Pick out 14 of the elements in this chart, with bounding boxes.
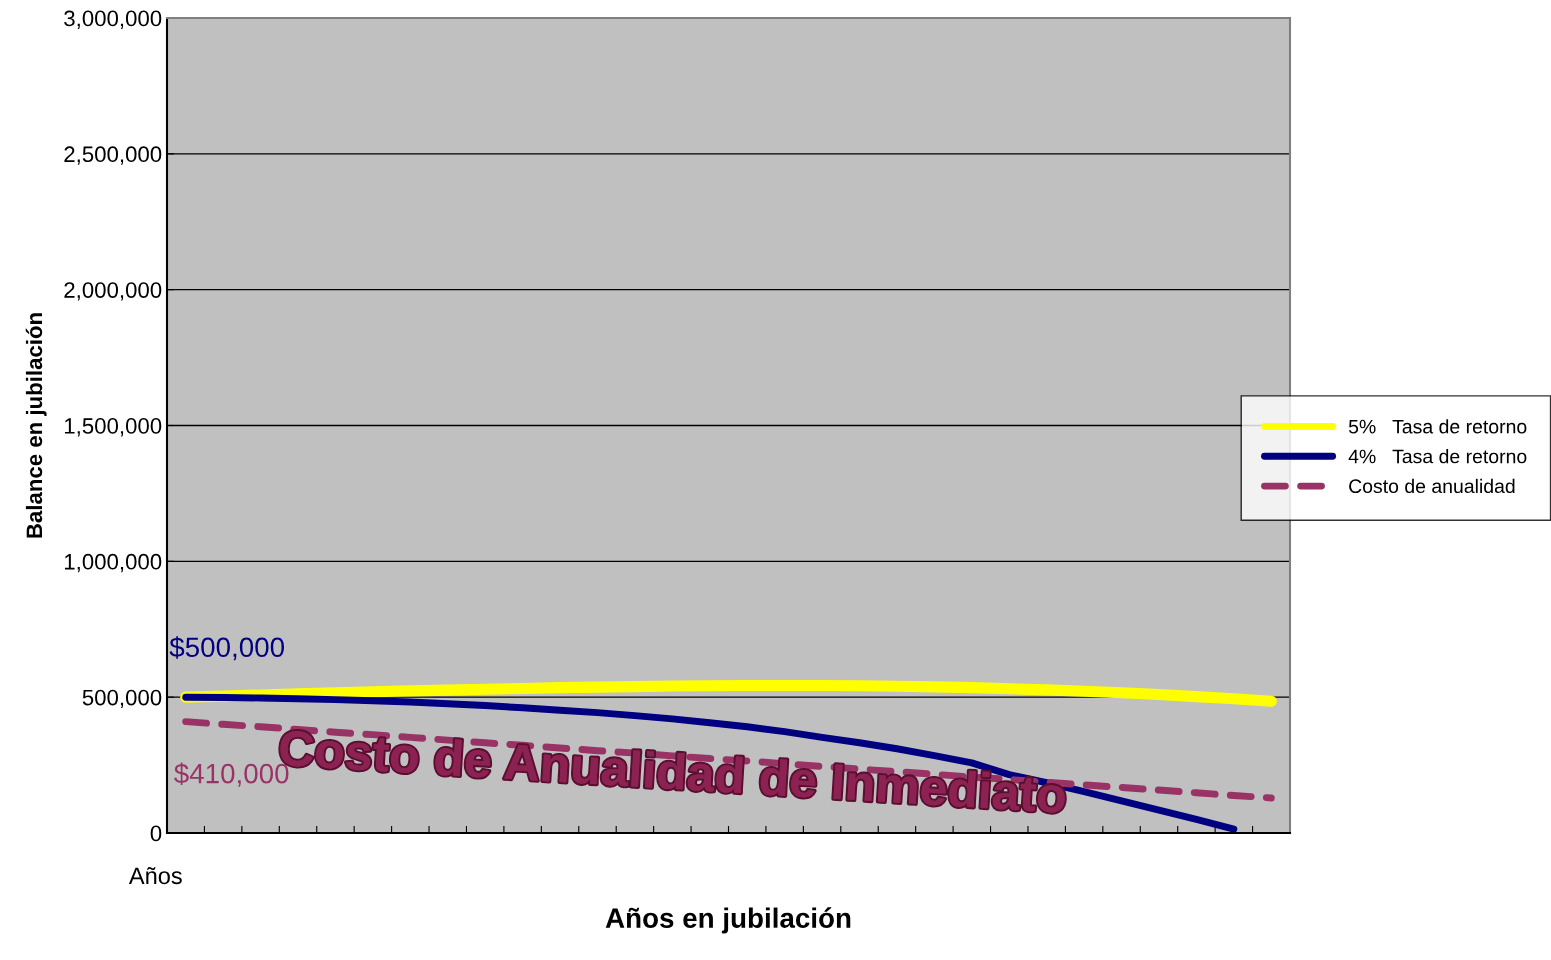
y-tick-label: 1,500,000 xyxy=(64,418,162,437)
annotation: $500,000 xyxy=(169,636,285,661)
y-tick-label: 2,000,000 xyxy=(64,282,162,301)
x-axis-title: Años en jubilación xyxy=(605,907,851,934)
legend-label: Costo de anualidad xyxy=(1349,478,1515,494)
y-tick-label: 500,000 xyxy=(82,689,162,709)
y-tick-label: 3,000,000 xyxy=(64,10,162,29)
y-tick-label: 2,500,000 xyxy=(64,146,162,165)
y-tick-label: 1,000,000 xyxy=(64,553,162,573)
y-tick-label: 0 xyxy=(150,825,162,842)
y-axis-title: Balance en jubilación xyxy=(25,313,47,538)
legend-label: 4% Tasa de retorno xyxy=(1348,449,1527,464)
legend-label: 5% Tasa de retorno xyxy=(1348,419,1527,434)
text: Años xyxy=(128,866,182,885)
